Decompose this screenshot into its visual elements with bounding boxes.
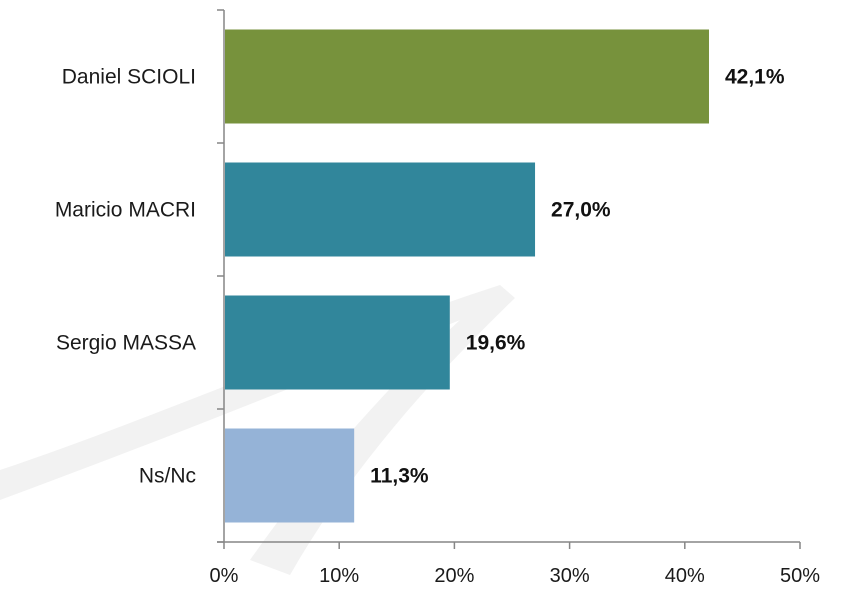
x-tick-label: 20% [434,565,474,587]
x-tick-label: 0% [210,565,239,587]
category-label: Ns/Nc [139,465,196,488]
bar-sergio-massa [225,295,450,390]
x-tick-label: 10% [319,565,359,587]
bars-group [225,29,709,523]
axes-group [217,9,801,549]
bar-ns-nc [225,428,355,523]
category-label: Maricio MACRI [55,199,196,222]
x-tick-label: 50% [780,565,820,587]
labels-group: Daniel SCIOLI 42,1% Maricio MACRI 27,0% Serg… [55,66,820,588]
data-label: 27,0% [551,199,611,222]
bar-daniel-scioli [225,29,709,124]
data-label: 19,6% [466,332,526,355]
x-tick-label: 30% [550,565,590,587]
data-label: 42,1% [725,66,785,89]
category-label: Sergio MASSA [56,332,196,355]
data-label: 11,3% [370,465,429,488]
category-label: Daniel SCIOLI [62,66,196,89]
bar-maricio-macri [225,162,536,257]
x-tick-label: 40% [665,565,705,587]
